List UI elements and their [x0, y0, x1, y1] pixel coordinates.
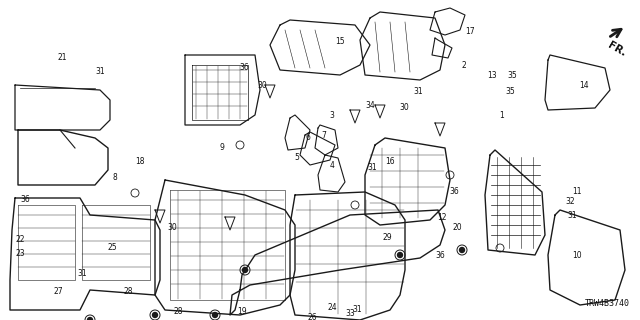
Text: 5: 5 [294, 154, 300, 163]
Text: 30: 30 [257, 81, 267, 90]
Text: 35: 35 [507, 70, 517, 79]
Text: 18: 18 [135, 157, 145, 166]
Text: TRW4B3740: TRW4B3740 [585, 299, 630, 308]
Text: 19: 19 [237, 308, 247, 316]
Text: 20: 20 [452, 223, 462, 233]
Text: 31: 31 [367, 164, 377, 172]
Text: 12: 12 [437, 213, 447, 222]
Text: 21: 21 [57, 53, 67, 62]
Text: 27: 27 [53, 287, 63, 297]
Text: 29: 29 [382, 234, 392, 243]
Text: 34: 34 [365, 100, 375, 109]
Text: 13: 13 [487, 70, 497, 79]
Circle shape [460, 247, 465, 252]
Circle shape [212, 313, 218, 317]
Text: 11: 11 [572, 188, 582, 196]
Text: 36: 36 [449, 188, 459, 196]
Text: 6: 6 [305, 133, 310, 142]
Text: 22: 22 [15, 236, 25, 244]
Text: 1: 1 [500, 110, 504, 119]
Text: 32: 32 [565, 197, 575, 206]
Text: 35: 35 [505, 87, 515, 97]
Text: 36: 36 [239, 63, 249, 73]
Text: 30: 30 [399, 103, 409, 113]
Text: 31: 31 [413, 87, 423, 97]
Circle shape [397, 252, 403, 258]
Text: 30: 30 [167, 223, 177, 233]
Text: 33: 33 [345, 309, 355, 318]
Text: 24: 24 [327, 303, 337, 313]
Text: 31: 31 [77, 269, 87, 278]
Text: 17: 17 [465, 28, 475, 36]
Text: 28: 28 [173, 308, 183, 316]
Text: 31: 31 [352, 306, 362, 315]
Text: 36: 36 [435, 251, 445, 260]
Circle shape [152, 313, 157, 317]
Circle shape [88, 317, 93, 320]
Text: 26: 26 [307, 314, 317, 320]
Text: 31: 31 [567, 211, 577, 220]
Text: 7: 7 [321, 131, 326, 140]
Text: 14: 14 [579, 81, 589, 90]
Text: 25: 25 [107, 244, 117, 252]
Text: 15: 15 [335, 37, 345, 46]
Text: 28: 28 [124, 287, 132, 297]
Text: 4: 4 [330, 161, 335, 170]
Text: 16: 16 [385, 157, 395, 166]
Text: 9: 9 [220, 143, 225, 153]
Text: 2: 2 [461, 60, 467, 69]
Text: FR.: FR. [606, 40, 628, 58]
Text: 10: 10 [572, 251, 582, 260]
Circle shape [243, 268, 248, 273]
Text: 3: 3 [330, 110, 335, 119]
Text: 36: 36 [20, 196, 30, 204]
Text: 8: 8 [113, 173, 117, 182]
Text: 31: 31 [95, 68, 105, 76]
Text: 23: 23 [15, 250, 25, 259]
